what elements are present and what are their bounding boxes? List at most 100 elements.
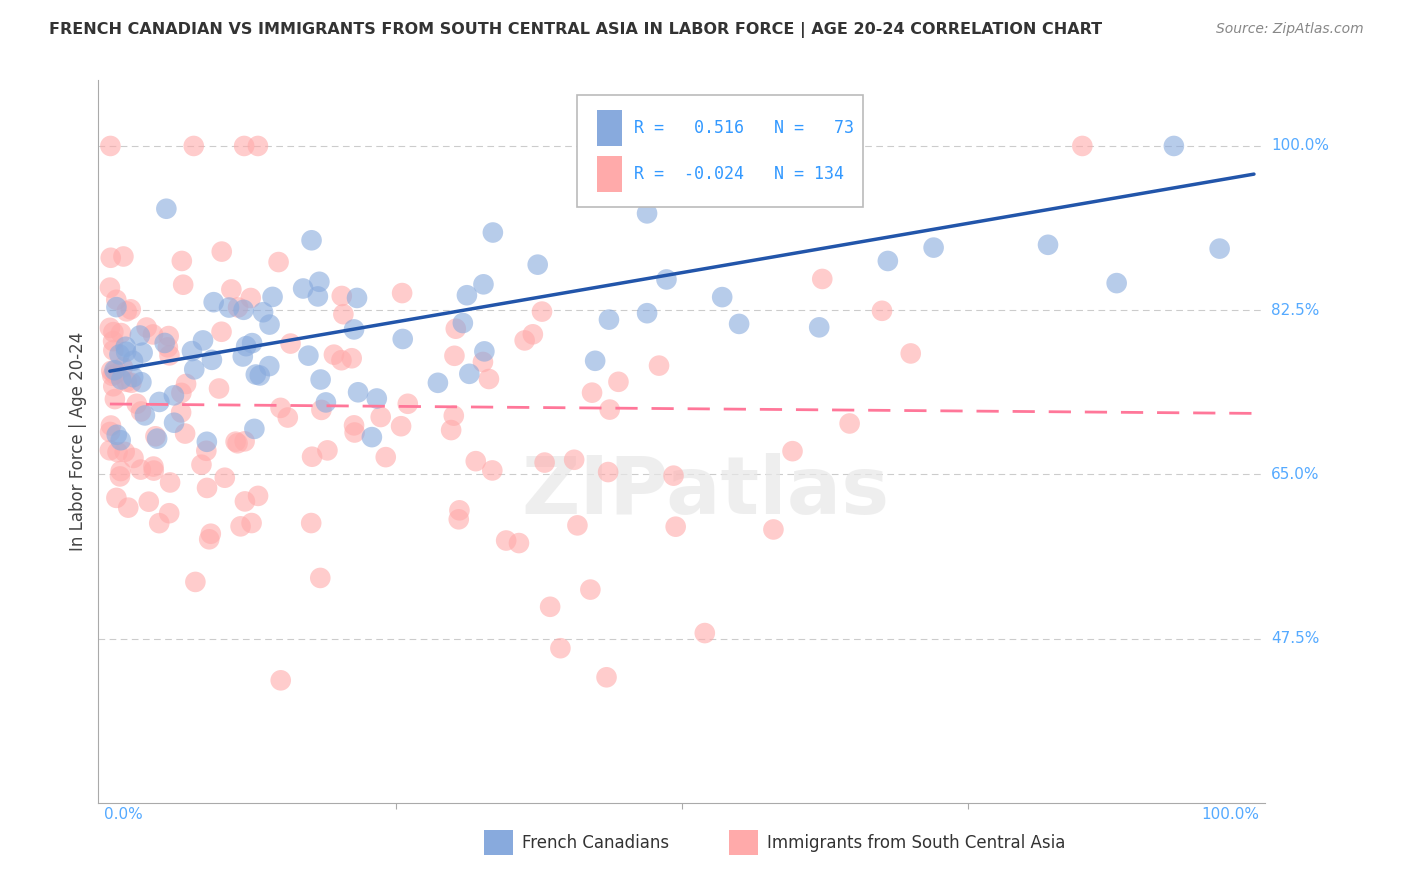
Point bbox=[195, 443, 218, 458]
Point bbox=[464, 454, 486, 468]
Point bbox=[444, 321, 467, 335]
Point bbox=[711, 290, 734, 304]
Point bbox=[665, 519, 688, 533]
Point bbox=[134, 409, 156, 423]
Point bbox=[262, 290, 284, 304]
Point bbox=[142, 327, 165, 342]
Point bbox=[214, 471, 236, 485]
Point bbox=[309, 372, 332, 386]
Point bbox=[195, 434, 218, 449]
Point bbox=[538, 599, 561, 614]
Point bbox=[811, 272, 834, 286]
Point bbox=[218, 301, 240, 315]
Point bbox=[170, 254, 193, 268]
Point bbox=[579, 582, 602, 597]
Point bbox=[530, 304, 553, 318]
Point bbox=[346, 291, 368, 305]
Point bbox=[114, 445, 136, 459]
Point bbox=[108, 469, 131, 483]
Point bbox=[108, 347, 131, 361]
Point bbox=[243, 422, 266, 436]
Text: 100.0%: 100.0% bbox=[1271, 138, 1329, 153]
Point bbox=[301, 233, 323, 247]
Point bbox=[105, 427, 128, 442]
Point bbox=[876, 254, 898, 268]
Point bbox=[98, 321, 121, 335]
Point bbox=[607, 375, 630, 389]
Point bbox=[1163, 139, 1185, 153]
Point bbox=[100, 418, 122, 433]
Point bbox=[581, 385, 603, 400]
Point bbox=[117, 500, 139, 515]
Point bbox=[125, 397, 148, 411]
Point bbox=[900, 346, 922, 360]
Point bbox=[343, 425, 366, 440]
Point bbox=[129, 462, 152, 476]
Point bbox=[183, 139, 205, 153]
Point bbox=[636, 306, 658, 320]
Point bbox=[247, 489, 270, 503]
Point bbox=[233, 434, 256, 449]
Point bbox=[208, 382, 231, 396]
Point bbox=[159, 348, 181, 362]
Point bbox=[145, 429, 167, 443]
Point bbox=[508, 536, 530, 550]
Point bbox=[347, 385, 370, 400]
Point bbox=[122, 353, 145, 368]
Point bbox=[110, 464, 132, 478]
Point bbox=[211, 244, 233, 259]
Point bbox=[270, 673, 292, 688]
Point bbox=[115, 375, 138, 389]
Point bbox=[131, 375, 153, 389]
Point bbox=[308, 275, 330, 289]
Point bbox=[191, 334, 214, 348]
Point bbox=[226, 436, 249, 450]
Point bbox=[426, 376, 449, 390]
Point bbox=[155, 202, 177, 216]
Point bbox=[583, 353, 606, 368]
Point bbox=[299, 516, 322, 530]
Point bbox=[103, 379, 125, 393]
Point bbox=[98, 425, 121, 439]
Point bbox=[693, 626, 716, 640]
Point bbox=[114, 340, 136, 354]
Point bbox=[301, 450, 323, 464]
Point bbox=[120, 376, 142, 390]
Point bbox=[443, 349, 465, 363]
Bar bbox=[596, 156, 623, 192]
Point bbox=[322, 348, 344, 362]
Point bbox=[148, 516, 170, 530]
Point bbox=[101, 368, 124, 383]
Point bbox=[280, 336, 302, 351]
Point bbox=[105, 300, 128, 314]
Bar bbox=[596, 110, 623, 145]
Point bbox=[211, 325, 233, 339]
Point bbox=[451, 316, 474, 330]
Point bbox=[246, 139, 269, 153]
Point bbox=[163, 388, 186, 402]
Point bbox=[316, 443, 339, 458]
Point bbox=[142, 459, 165, 474]
Point bbox=[440, 423, 463, 437]
Point bbox=[443, 409, 465, 423]
Point bbox=[240, 516, 263, 530]
Point bbox=[184, 574, 207, 589]
Bar bbox=[728, 830, 758, 855]
Point bbox=[120, 302, 142, 317]
Point bbox=[105, 293, 128, 307]
Text: 47.5%: 47.5% bbox=[1271, 632, 1319, 646]
Point bbox=[1105, 276, 1128, 290]
Point bbox=[474, 344, 496, 359]
Point bbox=[110, 372, 132, 386]
Point bbox=[232, 302, 254, 317]
Point bbox=[221, 283, 243, 297]
Point bbox=[259, 318, 281, 332]
Point bbox=[562, 452, 585, 467]
Text: French Canadians: French Canadians bbox=[522, 833, 669, 852]
Text: 0.0%: 0.0% bbox=[104, 807, 143, 822]
Point bbox=[396, 397, 419, 411]
Point bbox=[315, 395, 337, 409]
Point bbox=[156, 340, 179, 354]
Text: ZIPatlas: ZIPatlas bbox=[522, 453, 890, 531]
Point bbox=[1071, 139, 1094, 153]
